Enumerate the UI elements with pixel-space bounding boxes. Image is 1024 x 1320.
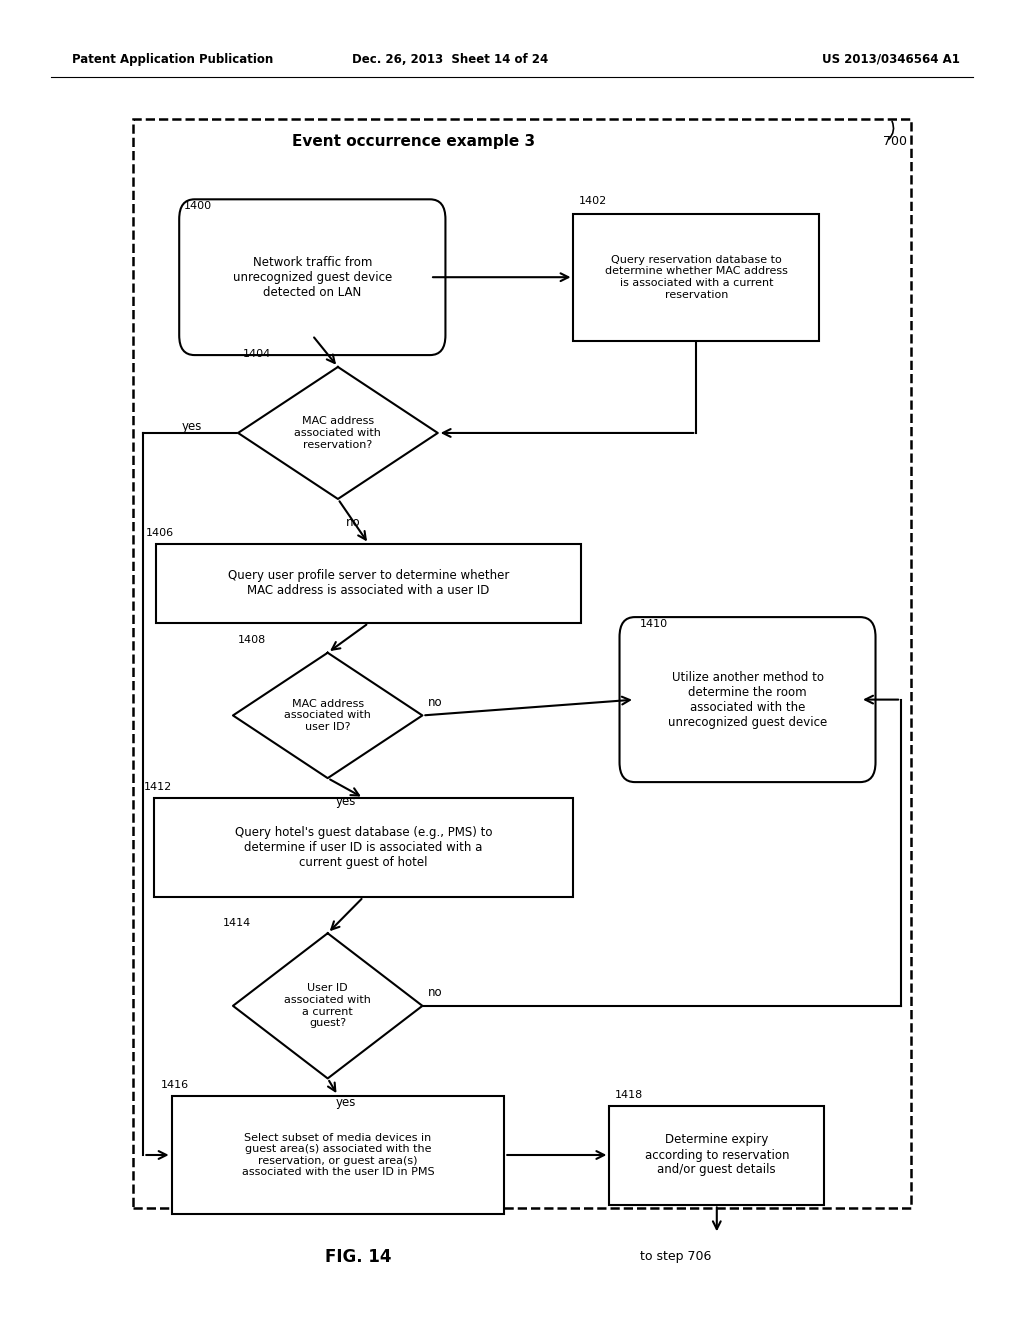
Text: MAC address
associated with
user ID?: MAC address associated with user ID? [285, 698, 371, 733]
Text: Determine expiry
according to reservation
and/or guest details: Determine expiry according to reservatio… [644, 1134, 790, 1176]
Text: US 2013/0346564 A1: US 2013/0346564 A1 [822, 53, 959, 66]
Text: 700: 700 [883, 135, 906, 148]
Bar [573, 214, 819, 341]
Text: no: no [428, 986, 442, 999]
Text: Utilize another method to
determine the room
associated with the
unrecognized gu: Utilize another method to determine the … [668, 671, 827, 729]
FancyBboxPatch shape [620, 618, 876, 781]
Text: no: no [346, 516, 360, 529]
Text: MAC address
associated with
reservation?: MAC address associated with reservation? [295, 416, 381, 450]
Bar [154, 797, 573, 898]
Text: yes: yes [336, 1096, 356, 1109]
Text: FIG. 14: FIG. 14 [326, 1247, 391, 1266]
Text: Query user profile server to determine whether
MAC address is associated with a : Query user profile server to determine w… [228, 569, 509, 598]
Text: 1406: 1406 [145, 528, 174, 539]
Text: User ID
associated with
a current
guest?: User ID associated with a current guest? [285, 983, 371, 1028]
Polygon shape [238, 367, 438, 499]
Text: Query reservation database to
determine whether MAC address
is associated with a: Query reservation database to determine … [605, 255, 787, 300]
Text: 1404: 1404 [244, 348, 271, 359]
Bar [156, 544, 582, 623]
Text: Dec. 26, 2013  Sheet 14 of 24: Dec. 26, 2013 Sheet 14 of 24 [352, 53, 549, 66]
Text: 1402: 1402 [579, 195, 607, 206]
Text: no: no [428, 696, 442, 709]
FancyArrowPatch shape [889, 121, 894, 140]
Text: Select subset of media devices in
guest area(s) associated with the
reservation,: Select subset of media devices in guest … [242, 1133, 434, 1177]
Polygon shape [233, 933, 422, 1078]
Text: Patent Application Publication: Patent Application Publication [72, 53, 273, 66]
Text: yes: yes [336, 796, 356, 808]
Text: 1410: 1410 [640, 619, 668, 628]
Text: Network traffic from
unrecognized guest device
detected on LAN: Network traffic from unrecognized guest … [232, 256, 392, 298]
Text: 1400: 1400 [184, 201, 212, 211]
Bar [609, 1106, 824, 1204]
Text: 1412: 1412 [143, 783, 172, 792]
Bar [172, 1096, 505, 1214]
Text: 1414: 1414 [223, 917, 251, 928]
Text: Event occurrence example 3: Event occurrence example 3 [292, 133, 535, 149]
Text: to step 706: to step 706 [640, 1250, 712, 1263]
Text: 1416: 1416 [162, 1080, 189, 1090]
Text: yes: yes [182, 420, 202, 433]
Bar [133, 119, 911, 1208]
Text: 1418: 1418 [614, 1090, 643, 1100]
Text: Query hotel's guest database (e.g., PMS) to
determine if user ID is associated w: Query hotel's guest database (e.g., PMS)… [234, 826, 493, 869]
Polygon shape [233, 652, 422, 777]
Text: 1408: 1408 [238, 635, 266, 644]
FancyBboxPatch shape [179, 199, 445, 355]
